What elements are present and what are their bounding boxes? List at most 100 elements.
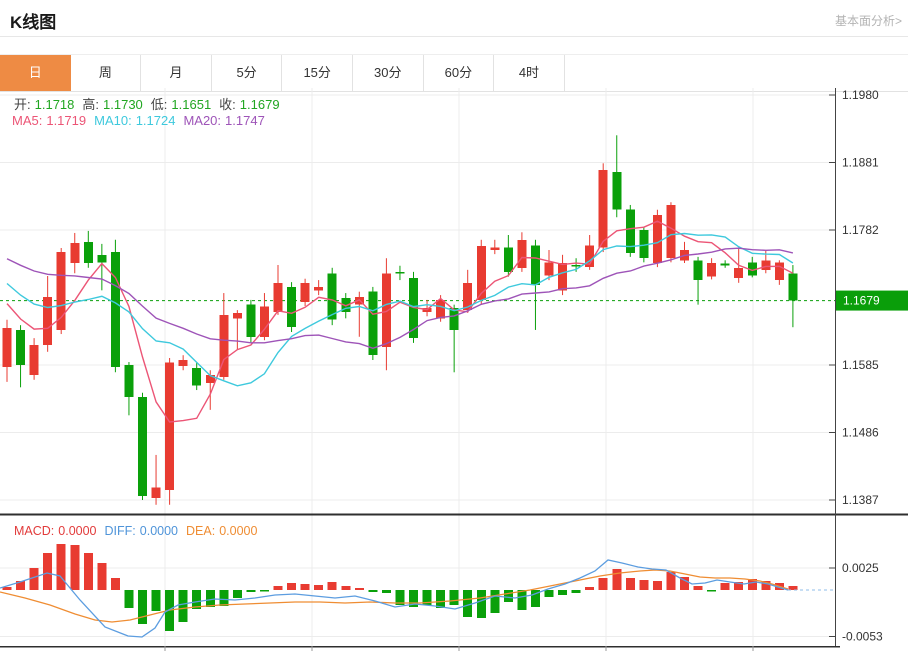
candle-body [666,204,676,259]
ohlc-low: 低: 1.1651 [150,97,212,112]
candle-body [693,260,703,281]
macd-bar [707,590,717,592]
macd-plot-area[interactable] [0,520,835,646]
tab-5min[interactable]: 5分 [211,55,283,91]
ma5-line [6,220,794,423]
candle-body [734,267,744,279]
candle-body [43,297,53,345]
candle-body [165,362,175,490]
candle-body [354,297,364,305]
dea-line [0,569,789,623]
ma-legend: MA5: 1.1719 MA10: 1.1724 MA20: 1.1747 [12,113,273,128]
widget-header: K线图 基本面分析> [0,0,908,37]
candle-body [476,245,486,300]
candle-body [83,241,93,264]
candle-body [16,329,26,365]
macd-bar [530,590,540,607]
candle-body [449,308,459,330]
candle-body [219,314,229,378]
macd-bar [287,582,297,590]
candle-body [246,304,256,337]
macd-bar [110,578,120,590]
tab-15min[interactable]: 15分 [282,55,353,91]
candle-body [232,312,242,319]
price-tick-label: 1.1387 [842,493,879,507]
macd-tick-label: 0.0025 [842,561,879,575]
macd-bar [16,581,26,590]
ma20-line [6,247,794,350]
macd-bar [259,590,269,592]
macd-bar [192,590,202,610]
macd-dea: DEA: 0.0000 [186,524,258,538]
macd-bar [178,590,188,623]
tab-month[interactable]: 月 [141,55,212,91]
candle-body [287,286,297,328]
macd-diff: DIFF: 0.0000 [104,524,178,538]
candle-body [178,359,188,367]
ohlc-high: 高: 1.1730 [82,97,143,112]
fundamental-analysis-link[interactable]: 基本面分析> [834,14,902,28]
macd-bar [720,582,730,590]
macd-bar [381,590,391,593]
macd-bar [693,586,703,590]
candle-body [205,375,215,384]
macd-bar [341,586,351,590]
macd-bar [219,590,229,607]
ma-ma5: MA5: 1.1719 [12,113,87,128]
macd-bar [463,590,473,618]
macd-bar [354,587,364,590]
main-plot-area[interactable] [0,88,835,514]
page-title: K线图 [10,13,57,32]
macd-bar [490,590,500,613]
ma-ma10: MA10: 1.1724 [94,113,176,128]
macd-bar [598,578,608,590]
macd-bar [422,590,432,605]
macd-bar [327,581,337,590]
tab-60min[interactable]: 60分 [423,55,495,91]
macd-bar [747,579,757,590]
price-tick-label: 1.1980 [842,88,879,102]
macd-legend: MACD: 0.0000 DIFF: 0.0000 DEA: 0.0000 [14,524,265,538]
diff-line [0,559,789,638]
macd-bar [273,586,283,590]
ohlc-open: 开: 1.1718 [14,97,75,112]
price-tick-label: 1.1585 [842,358,879,372]
macd-bar [314,584,324,590]
candle-body [436,299,446,319]
macd-bar [761,581,771,590]
candle-body [558,263,568,291]
macd-bar [449,590,459,605]
macd-bar [612,568,622,590]
candle-body [138,396,147,496]
macd-bar [639,579,649,590]
tab-4hour[interactable]: 4时 [494,55,565,91]
macd-bar [97,562,107,590]
tab-30min[interactable]: 30分 [352,55,424,91]
tab-day[interactable]: 日 [0,55,71,91]
candle-body [544,262,554,276]
current-price-tag-label: 1.1679 [843,294,880,308]
macd-bar [2,587,12,590]
candle-body [652,215,662,264]
macd-bar [409,590,418,607]
macd-bar [151,590,161,612]
candle-body [707,263,717,277]
candle-body [56,252,66,330]
macd-bar [476,590,486,618]
macd-bar [558,590,568,596]
ma10-line [6,232,794,387]
candle-body [70,243,80,264]
macd-bar [625,578,635,590]
macd-bar [788,586,798,590]
current-price-tag [836,290,908,311]
candle-body [2,327,12,367]
price-tick-label: 1.1782 [842,223,879,237]
candle-body [503,247,513,272]
candle-body [395,271,405,274]
macd-bar [29,568,39,590]
macd-bar [680,576,689,590]
tab-week[interactable]: 周 [70,55,142,91]
macd-bar [56,543,66,590]
macd-bar [232,590,242,599]
macd-bar [246,590,256,593]
